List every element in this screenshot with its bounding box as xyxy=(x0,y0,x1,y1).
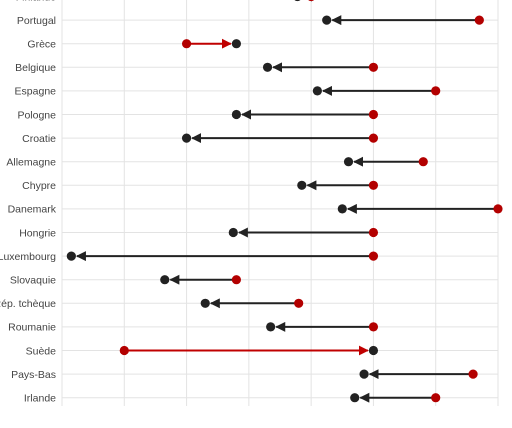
rows-layer: Finlande Portugal Grèce Belgique Espagne Polo… xyxy=(0,0,503,405)
end-point xyxy=(350,393,360,403)
start-point xyxy=(368,322,379,332)
country-label: Roumanie xyxy=(8,322,56,334)
country-label: Espagne xyxy=(15,86,57,98)
start-point xyxy=(468,369,478,379)
start-point xyxy=(231,275,241,285)
end-point xyxy=(337,204,347,214)
country-label: Slovaquie xyxy=(10,275,56,287)
row-4: Espagne xyxy=(15,86,498,98)
country-label: Luxembourg xyxy=(0,251,56,263)
row-3: Belgique xyxy=(15,62,498,74)
row-9: Danemark xyxy=(8,204,503,216)
row-6: Croatie xyxy=(22,133,498,145)
row-5: Pologne xyxy=(17,109,498,121)
start-point xyxy=(368,180,379,190)
row-15: Suède xyxy=(26,345,498,357)
start-point xyxy=(418,157,428,167)
start-point xyxy=(431,86,441,96)
start-point xyxy=(493,204,503,214)
end-point xyxy=(231,39,241,49)
start-point xyxy=(474,15,484,25)
start-point xyxy=(368,227,379,238)
row-11: Luxembourg xyxy=(0,251,498,263)
end-point xyxy=(200,298,210,308)
start-point xyxy=(368,109,379,120)
row-17: Irlande xyxy=(24,393,498,405)
country-label: Chypre xyxy=(22,180,56,192)
country-label: Danemark xyxy=(8,204,57,216)
row-2: Grèce xyxy=(27,39,498,51)
row-13: Rép. tchèque xyxy=(0,298,498,310)
country-label: Belgique xyxy=(15,62,56,74)
row-14: Roumanie xyxy=(8,322,498,334)
country-label: Rép. tchèque xyxy=(0,298,56,310)
end-point xyxy=(228,227,238,238)
row-16: Pays-Bas xyxy=(11,369,498,381)
row-7: Allemagne xyxy=(6,157,498,169)
end-point xyxy=(160,275,170,285)
country-label: Suède xyxy=(26,345,57,357)
country-label: Allemagne xyxy=(6,157,56,169)
country-label: Portugal xyxy=(17,15,56,27)
country-label: Irlande xyxy=(24,393,56,405)
start-point xyxy=(119,345,129,356)
end-point xyxy=(297,180,307,190)
row-8: Chypre xyxy=(22,180,498,192)
end-point xyxy=(368,345,379,356)
end-point xyxy=(66,251,76,261)
start-point xyxy=(368,251,379,261)
end-point xyxy=(322,15,332,25)
row-0: Finlande xyxy=(16,0,315,3)
end-point xyxy=(359,369,369,379)
country-label: Pays-Bas xyxy=(11,369,56,381)
country-label: Hongrie xyxy=(19,227,56,239)
end-point xyxy=(181,133,192,143)
country-label: Pologne xyxy=(17,109,56,121)
row-10: Hongrie xyxy=(19,227,498,239)
start-point xyxy=(308,0,315,2)
country-label: Grèce xyxy=(27,39,56,51)
country-label: Croatie xyxy=(22,133,56,145)
end-point xyxy=(231,109,241,120)
start-point xyxy=(294,298,304,308)
end-point xyxy=(294,0,301,2)
row-1: Portugal xyxy=(17,15,498,27)
row-12: Slovaquie xyxy=(10,275,498,287)
end-point xyxy=(312,86,322,96)
grid-layer xyxy=(61,0,499,406)
start-point xyxy=(368,133,379,143)
start-point xyxy=(431,393,441,403)
end-point xyxy=(262,62,273,72)
start-point xyxy=(368,62,379,72)
country-label: Finlande xyxy=(16,0,56,3)
start-point xyxy=(181,39,192,49)
end-point xyxy=(343,157,354,167)
end-point xyxy=(266,322,276,332)
